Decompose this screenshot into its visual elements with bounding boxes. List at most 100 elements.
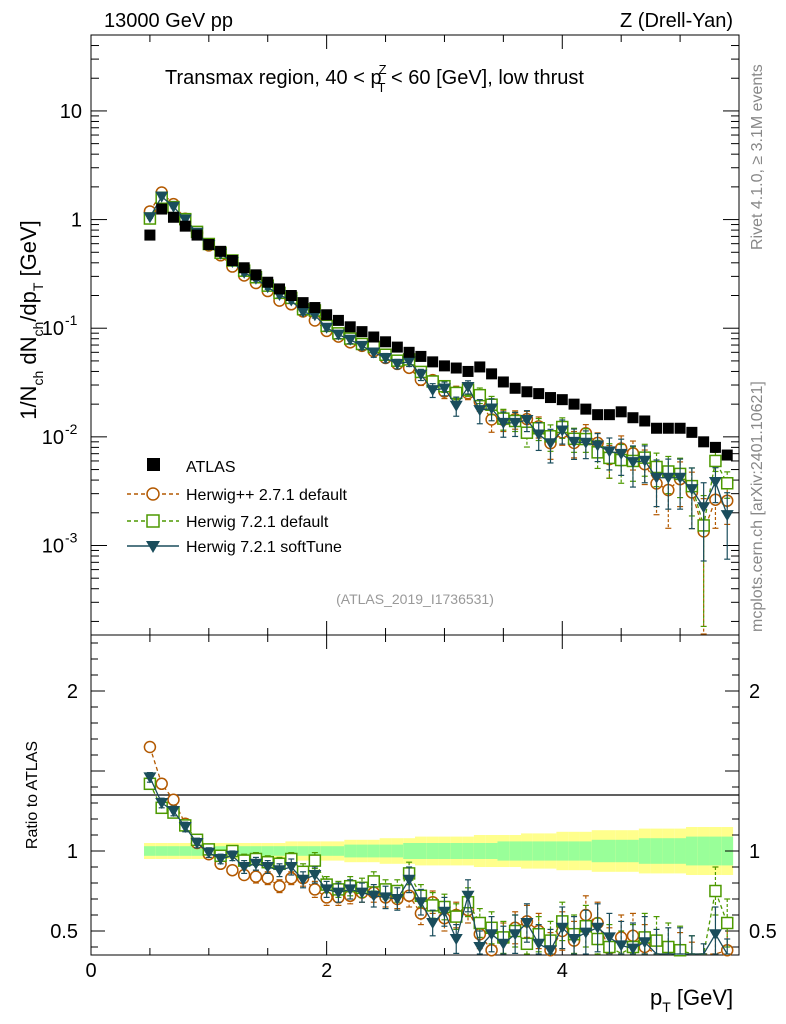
atlas-point <box>156 203 168 215</box>
ratio-point-h7s <box>520 918 534 929</box>
band-inner <box>379 844 392 858</box>
series-point-h7s <box>178 214 192 226</box>
ratio-axis-label: Ratio to ATLAS <box>24 741 41 849</box>
ratio-point-h7s <box>178 822 192 833</box>
band-inner <box>144 846 156 856</box>
band-inner <box>709 836 722 866</box>
series-point-h7s <box>496 417 510 429</box>
ratio-point-h7s <box>485 929 499 941</box>
ratio-point-h7s <box>249 858 263 870</box>
series-point-h7s <box>697 502 711 514</box>
source-label: mcplots.cern.ch [arXiv:2401.10621] <box>749 381 766 632</box>
atlas-point <box>556 394 568 406</box>
band-inner <box>638 838 651 864</box>
rivet-version-label: Rivet 4.1.0, ≥ 3.1M events <box>749 64 766 250</box>
atlas-point <box>721 449 733 461</box>
series-point-h7s <box>543 438 557 450</box>
atlas-point <box>274 283 286 295</box>
legend: ATLAS Herwig++ 2.7.1 default Herwig 7.2.… <box>127 458 348 556</box>
series-point-h7s <box>461 381 475 393</box>
band-inner <box>627 839 639 863</box>
series-point-h7s <box>296 306 310 318</box>
series-point-h7s <box>532 429 546 441</box>
band-inner <box>497 841 510 861</box>
band-inner <box>391 844 404 858</box>
ratio-tick-label-right: 1 <box>749 841 760 863</box>
series-point-h7s <box>367 347 381 359</box>
band-inner <box>179 846 192 856</box>
ratio-point-h7d <box>720 916 734 930</box>
y-tick-label: 1 <box>71 210 82 232</box>
series-point-h7s <box>379 352 393 364</box>
ratio-point-hpp <box>273 879 286 893</box>
ratio-point-h7s <box>367 890 381 902</box>
ratio-point-h7s <box>555 922 569 934</box>
atlas-point <box>380 336 392 348</box>
series-point-h7d <box>709 454 722 468</box>
ratio-tick-label-left: 0.5 <box>50 921 78 943</box>
ratio-point-h7d <box>426 899 439 912</box>
ratio-point-h7s <box>508 929 522 941</box>
legend-label-herwigpp: Herwig++ 2.7.1 default <box>186 487 348 504</box>
band-inner <box>438 843 451 859</box>
band-inner <box>521 841 533 861</box>
series-point-h7s <box>166 201 180 213</box>
atlas-point <box>462 365 474 377</box>
series-point-h7s <box>567 436 581 448</box>
series-point-h7s <box>426 385 440 397</box>
ratio-point-hpp <box>308 883 322 896</box>
ratio-point-h7s <box>626 943 640 955</box>
legend-marker-herwig7-softtune <box>146 541 160 553</box>
band-inner <box>685 836 698 866</box>
band-inner <box>273 846 286 856</box>
band-inner <box>450 843 463 859</box>
atlas-point <box>226 255 238 267</box>
series-point-h7s <box>520 414 534 426</box>
atlas-point <box>285 290 297 302</box>
series-point-h7s <box>414 369 428 381</box>
atlas-point <box>215 245 227 257</box>
ratio-point-h7d <box>308 854 322 867</box>
x-tick-label: 4 <box>557 960 568 982</box>
series-point-h7s <box>720 510 734 522</box>
analysis-reference: (ATLAS_2019_I1736531) <box>336 591 494 607</box>
band-inner <box>591 839 604 863</box>
y-tick-exponent: -1 <box>65 312 78 328</box>
ratio-point-hpp <box>226 863 239 877</box>
ratio-point-h7s <box>320 884 334 896</box>
atlas-point <box>674 422 686 434</box>
legend-marker-herwig7-default <box>146 514 160 528</box>
legend-marker-herwigpp <box>146 487 160 501</box>
atlas-point <box>615 406 627 418</box>
series-point-h7s <box>473 405 487 417</box>
ratio-point-h7s <box>449 934 463 945</box>
ratio-point-h7s <box>390 894 404 905</box>
band-inner <box>674 838 686 864</box>
series-point-h7d <box>720 477 734 490</box>
ratio-point-h7s <box>602 932 616 944</box>
atlas-point <box>309 302 321 314</box>
ratio-point-h7s <box>473 942 487 953</box>
legend-label-herwig7-default: Herwig 7.2.1 default <box>186 514 329 531</box>
ratio-point-h7d <box>709 884 722 898</box>
series-point-h7s <box>614 448 628 460</box>
series-point-h7s <box>650 472 664 484</box>
atlas-point <box>262 276 274 288</box>
atlas-point <box>203 238 215 250</box>
header-energy: 13000 GeV pp <box>104 10 233 32</box>
ratio-point-hpp <box>249 870 263 883</box>
y-tick-exponent: -3 <box>65 529 78 545</box>
ratio-point-h7s <box>379 892 393 904</box>
x-tick-label: 0 <box>85 960 96 982</box>
series-point-h7s <box>661 472 675 484</box>
ratio-point-h7s <box>426 918 440 929</box>
ratio-point-h7s <box>708 929 722 941</box>
header-process: Z (Drell-Yan) <box>620 10 733 32</box>
series-point-h7s <box>331 329 345 341</box>
series-point-h7s <box>602 446 616 458</box>
atlas-point <box>709 441 721 453</box>
series-point-h7s <box>485 403 499 415</box>
atlas-point <box>544 392 556 404</box>
atlas-point <box>356 326 368 338</box>
y-tick-label: 10 <box>42 427 64 449</box>
